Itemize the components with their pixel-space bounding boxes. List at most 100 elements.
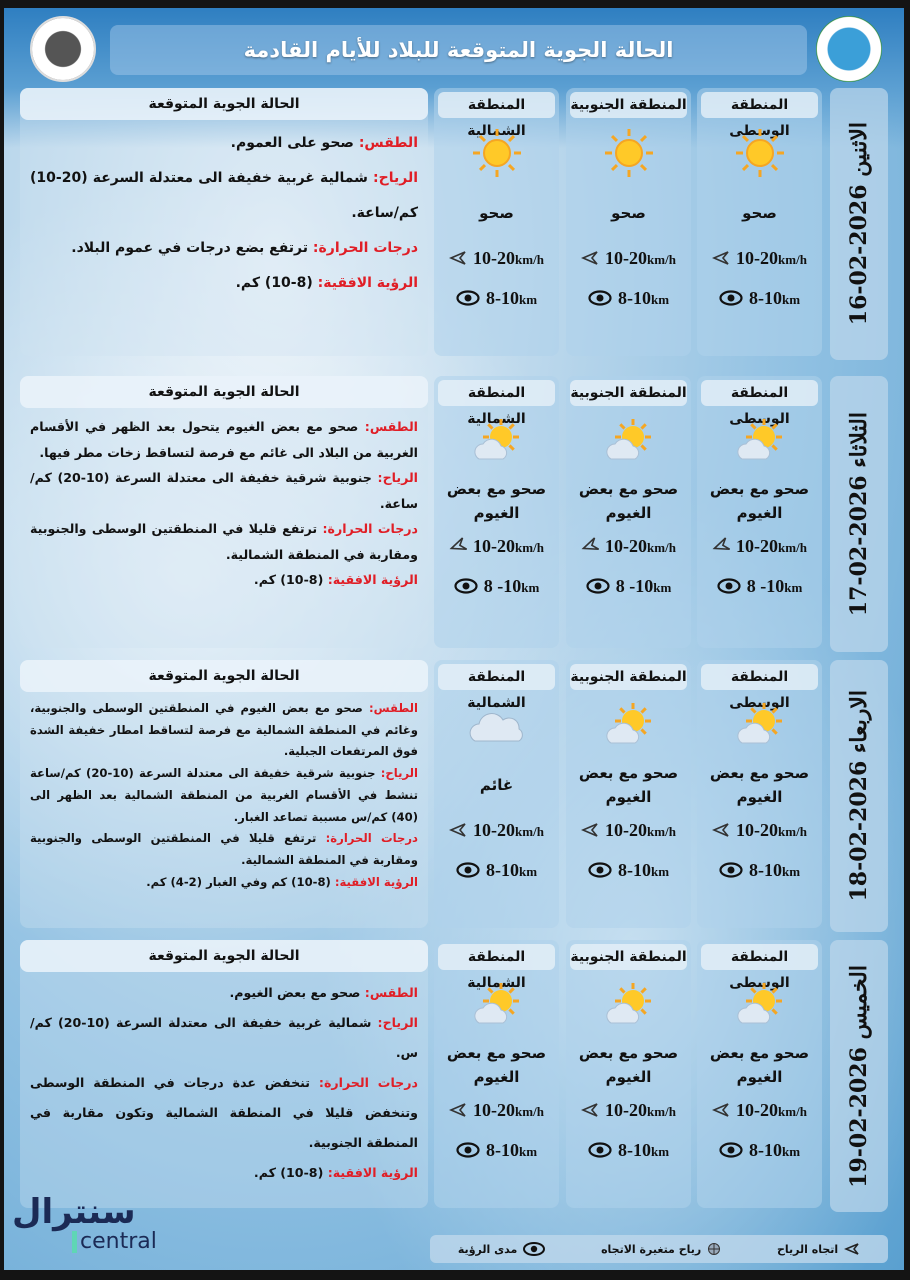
central-logo: سنترال central: [12, 1193, 182, 1263]
partly-cloudy-icon: [697, 970, 822, 1040]
condition-label: صحو: [611, 204, 646, 222]
forecast-line: الرياح: جنوبية شرقية خفيفة الى معتدلة ال…: [30, 465, 418, 516]
wind-arrow-icon: [712, 537, 731, 551]
forecast-line: درجات الحرارة: ترتفع قليلا في المنطقتين …: [30, 828, 418, 871]
eye-icon: [456, 862, 480, 878]
wind-unit: km/h: [515, 251, 544, 267]
forecast-line: الرؤية الافقية: (8-10) كم.: [30, 266, 418, 301]
day-date-label: الخميس 2026-02-19: [846, 964, 872, 1188]
region-name: المنطقة الجنوبية: [570, 380, 687, 406]
brand-latin: central: [72, 1231, 182, 1253]
page-title: الحالة الجوية المتوقعة للبلاد للأيام الق…: [110, 25, 807, 75]
wind-unit: km/h: [515, 823, 544, 839]
visibility-range: 8-10: [485, 1139, 519, 1160]
forecast-line-text: ترتفع قليلا في المنطقتين الوسطى والجنوبي…: [30, 831, 418, 867]
forecast-poster: الحالة الجوية المتوقعة للبلاد للأيام الق…: [4, 8, 904, 1270]
forecast-line-label: الرياح:: [380, 766, 418, 781]
legend-visibility: مدى الرؤية: [458, 1242, 546, 1256]
wind-speed: 10-20: [605, 535, 648, 556]
forecast-line-label: الطقس:: [364, 419, 418, 434]
variable-wind-icon: [708, 1243, 721, 1255]
region-card: المنطقة الجنوبية صحو مع بعض الغيوم 10-20…: [566, 940, 691, 1208]
visibility-info: 8-10km: [697, 278, 822, 318]
forecast-line-label: درجات الحرارة:: [312, 240, 418, 256]
region-card: المنطقة الجنوبية صحو 10-20km/h 8-10km: [566, 88, 691, 356]
forecast-line-label: درجات الحرارة:: [325, 831, 418, 846]
forecast-line: درجات الحرارة: ترتفع قليلا في المنطقتين …: [30, 516, 418, 567]
visibility-info: 8-10km: [566, 278, 691, 318]
region-name: المنطقة الشمالية: [438, 664, 555, 711]
region-name: المنطقة الوسطى: [701, 380, 818, 427]
visibility-info: 8-10km: [566, 850, 691, 890]
region-name: المنطقة الوسطى: [701, 92, 818, 139]
day-date-label: الاربعاء 2026-02-18: [846, 690, 872, 902]
partly-cloudy-icon: [434, 406, 559, 476]
forecast-line-text: شمالية غربية خفيفة الى معتدلة السرعة (10…: [30, 1015, 418, 1060]
wind-arrow-icon: [449, 1103, 466, 1117]
eye-icon: [454, 578, 478, 594]
legend-label: رياح متغيرة الاتجاه: [601, 1242, 702, 1256]
visibility-unit: km: [781, 863, 801, 879]
legend: اتجاه الرياح رياح متغيرة الاتجاه مدى الر…: [430, 1235, 888, 1263]
forecast-line-label: الرياح:: [373, 170, 418, 186]
visibility-range: 8-10: [748, 287, 782, 308]
day-row: الخميس 2026-02-19 المنطقة الوسطى صحو مع …: [4, 940, 904, 1212]
forecast-title: الحالة الجوية المتوقعة: [20, 660, 428, 692]
condition-label: غائم: [479, 776, 514, 794]
forecast-line: الرياح: شمالية غربية خفيفة الى معتدلة ال…: [30, 161, 418, 231]
wind-info: 10-20km/h: [697, 526, 822, 566]
forecast-line: الطقس: صحو مع بعض الغيوم.: [30, 978, 418, 1008]
legend-variable-wind: رياح متغيرة الاتجاه: [601, 1242, 721, 1256]
visibility-info: 8-10km: [697, 1130, 822, 1170]
forecast-line: الرياح: جنوبية شرقية خفيفة الى معتدلة ال…: [30, 763, 418, 828]
region-name: المنطقة الوسطى: [701, 944, 818, 991]
wind-unit: km/h: [515, 1103, 544, 1119]
day-date-label: الثلاثاء 2026-02-17: [846, 411, 872, 617]
forecast-line-text: (8-10) كم.: [235, 275, 313, 291]
visibility-unit: km: [653, 579, 672, 595]
forecast-line-label: الرؤية الافقية:: [327, 572, 418, 587]
wind-info: 10-20km/h: [434, 526, 559, 566]
brand-arabic: سنترال: [12, 1192, 136, 1232]
region-card: المنطقة الشمالية غائم 10-20km/h 8-10km: [434, 660, 559, 928]
forecast-line-label: الطقس:: [358, 135, 418, 151]
forecast-text-panel: الحالة الجوية المتوقعة الطقس: صحو مع بعض…: [20, 940, 428, 1208]
condition-label: صحو مع بعض الغيوم: [709, 480, 810, 522]
wind-speed: 10-20: [605, 819, 648, 840]
wind-unit: km/h: [778, 539, 807, 555]
eye-icon: [588, 290, 612, 306]
condition-label: صحو: [742, 204, 777, 222]
day-date: الثلاثاء 2026-02-17: [830, 376, 888, 652]
visibility-info: 8-10km: [434, 850, 559, 890]
forecast-line: درجات الحرارة: ترتفع بضع درجات في عموم ا…: [30, 231, 418, 266]
forecast-line-text: تنخفض عدة درجات في المنطقة الوسطى وتنخفض…: [30, 1075, 418, 1150]
forecast-text-panel: الحالة الجوية المتوقعة الطقس: صحو مع بعض…: [20, 376, 428, 648]
day-date-label: الاثنين 2026-02-16: [846, 122, 872, 326]
region-name: المنطقة الوسطى: [701, 664, 818, 711]
wind-arrow-icon: [449, 823, 466, 837]
visibility-info: 8-10km: [434, 278, 559, 318]
sun-icon: [434, 118, 559, 188]
visibility-range: 8-10: [617, 287, 651, 308]
wind-speed: 10-20: [736, 535, 779, 556]
wind-unit: km/h: [778, 823, 807, 839]
legend-label: اتجاه الرياح: [776, 1242, 839, 1256]
condition-label: صحو مع بعض الغيوم: [709, 764, 810, 806]
visibility-range: 8-10: [617, 1139, 651, 1160]
forecast-line-text: جنوبية شرقية خفيفة الى معتدلة السرعة (10…: [30, 470, 418, 511]
wind-unit: km/h: [647, 1103, 676, 1119]
wind-speed: 10-20: [473, 535, 516, 556]
wind-info: 10-20km/h: [434, 1090, 559, 1130]
condition-label: صحو مع بعض الغيوم: [578, 480, 679, 522]
forecast-line-text: ترتفع قليلا في المنطقتين الوسطى والجنوبي…: [30, 521, 418, 562]
day-date: الاربعاء 2026-02-18: [830, 660, 888, 932]
eye-icon: [717, 578, 741, 594]
wind-arrow-icon: [581, 537, 600, 551]
region-card: المنطقة الشمالية صحو 10-20km/h 8-10km: [434, 88, 559, 356]
eye-icon: [719, 1142, 743, 1158]
visibility-unit: km: [650, 291, 670, 307]
meteorology-authority-logo: [816, 16, 882, 82]
forecast-line-text: صحو مع بعض الغيوم يتحول بعد الظهر في الأ…: [30, 419, 418, 460]
wind-unit: km/h: [647, 251, 676, 267]
cloud-icon: [434, 690, 559, 760]
